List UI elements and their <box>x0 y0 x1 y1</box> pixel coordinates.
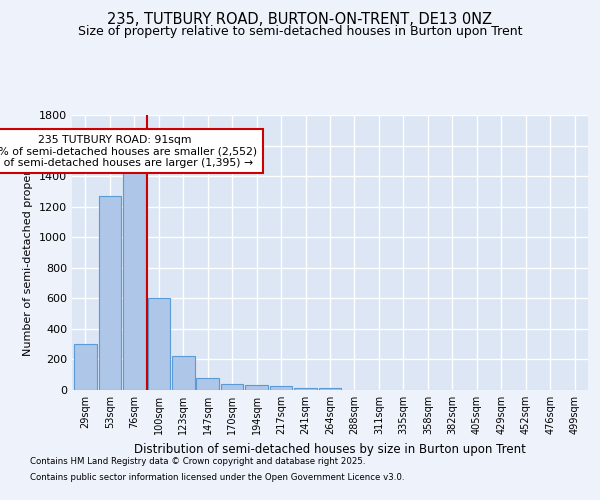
Bar <box>319 388 341 390</box>
Text: Contains HM Land Registry data © Crown copyright and database right 2025.: Contains HM Land Registry data © Crown c… <box>30 458 365 466</box>
Bar <box>196 378 219 390</box>
Bar <box>74 344 97 390</box>
Text: 235 TUTBURY ROAD: 91sqm
← 64% of semi-detached houses are smaller (2,552)
35% of: 235 TUTBURY ROAD: 91sqm ← 64% of semi-de… <box>0 135 257 168</box>
Bar <box>294 388 317 390</box>
Text: 235, TUTBURY ROAD, BURTON-ON-TRENT, DE13 0NZ: 235, TUTBURY ROAD, BURTON-ON-TRENT, DE13… <box>107 12 493 28</box>
Bar <box>221 384 244 390</box>
Y-axis label: Number of semi-detached properties: Number of semi-detached properties <box>23 150 34 356</box>
Bar <box>245 384 268 390</box>
Text: Size of property relative to semi-detached houses in Burton upon Trent: Size of property relative to semi-detach… <box>78 25 522 38</box>
Bar <box>148 298 170 390</box>
Bar <box>123 168 146 390</box>
Bar <box>172 356 194 390</box>
X-axis label: Distribution of semi-detached houses by size in Burton upon Trent: Distribution of semi-detached houses by … <box>134 442 526 456</box>
Text: Contains public sector information licensed under the Open Government Licence v3: Contains public sector information licen… <box>30 472 404 482</box>
Bar <box>270 386 292 390</box>
Bar <box>98 196 121 390</box>
